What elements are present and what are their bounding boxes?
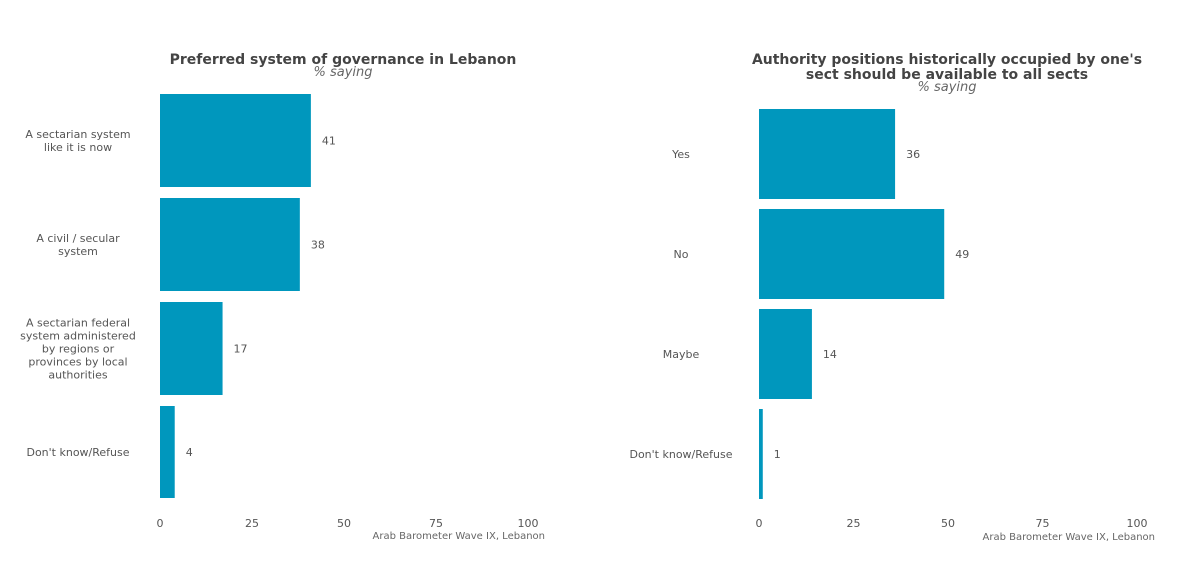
bar-1 [759, 109, 896, 199]
data-label: 38 [311, 239, 325, 252]
x-tick-label: 0 [157, 517, 164, 530]
x-tick-label: 75 [429, 517, 443, 530]
category-label: A sectarian federal [26, 317, 130, 330]
data-label: 14 [823, 348, 837, 361]
data-label: 1 [774, 448, 781, 461]
category-label: like it is now [44, 141, 112, 154]
chart-subtitle: % saying [313, 65, 372, 80]
chart-panel-governance: Preferred system of governance in Lebano… [20, 52, 545, 542]
category-label: Maybe [663, 348, 700, 361]
category-label: system [58, 245, 98, 258]
bar-4 [759, 409, 763, 499]
bar-2 [759, 209, 945, 299]
chart-subtitle: % saying [917, 80, 976, 95]
data-label: 17 [234, 343, 248, 356]
x-tick-label: 25 [847, 517, 861, 530]
category-label: system administered [20, 330, 136, 343]
chart-title: Authority positions historically occupie… [752, 52, 1142, 68]
bar-2 [160, 198, 300, 291]
x-tick-label: 25 [245, 517, 259, 530]
data-label: 49 [955, 248, 969, 261]
x-tick-label: 100 [518, 517, 539, 530]
bar-3 [759, 309, 812, 399]
category-label: authorities [48, 369, 107, 382]
category-label: A civil / secular [36, 232, 120, 245]
x-tick-label: 100 [1127, 517, 1148, 530]
chart-title: Preferred system of governance in Lebano… [170, 52, 517, 68]
x-tick-label: 50 [337, 517, 351, 530]
chart-title: sect should be available to all sects [806, 67, 1088, 83]
category-label: by regions or [42, 343, 115, 356]
category-label: Yes [671, 148, 690, 161]
category-label: Don't know/Refuse [26, 446, 129, 459]
data-label: 36 [906, 148, 920, 161]
source-caption: Arab Barometer Wave IX, Lebanon [983, 532, 1155, 543]
category-label: No [674, 248, 689, 261]
bar-1 [160, 94, 311, 187]
data-label: 41 [322, 135, 336, 148]
category-label: Don't know/Refuse [629, 448, 732, 461]
category-label: A sectarian system [25, 128, 130, 141]
category-label: provinces by local [28, 356, 127, 369]
x-tick-label: 75 [1036, 517, 1050, 530]
bar-3 [160, 302, 223, 395]
data-label: 4 [186, 446, 193, 459]
chart-panel-authority-positions: Authority positions historically occupie… [629, 52, 1155, 543]
x-tick-label: 50 [941, 517, 955, 530]
x-tick-label: 0 [756, 517, 763, 530]
source-caption: Arab Barometer Wave IX, Lebanon [373, 531, 545, 542]
bar-4 [160, 406, 175, 498]
